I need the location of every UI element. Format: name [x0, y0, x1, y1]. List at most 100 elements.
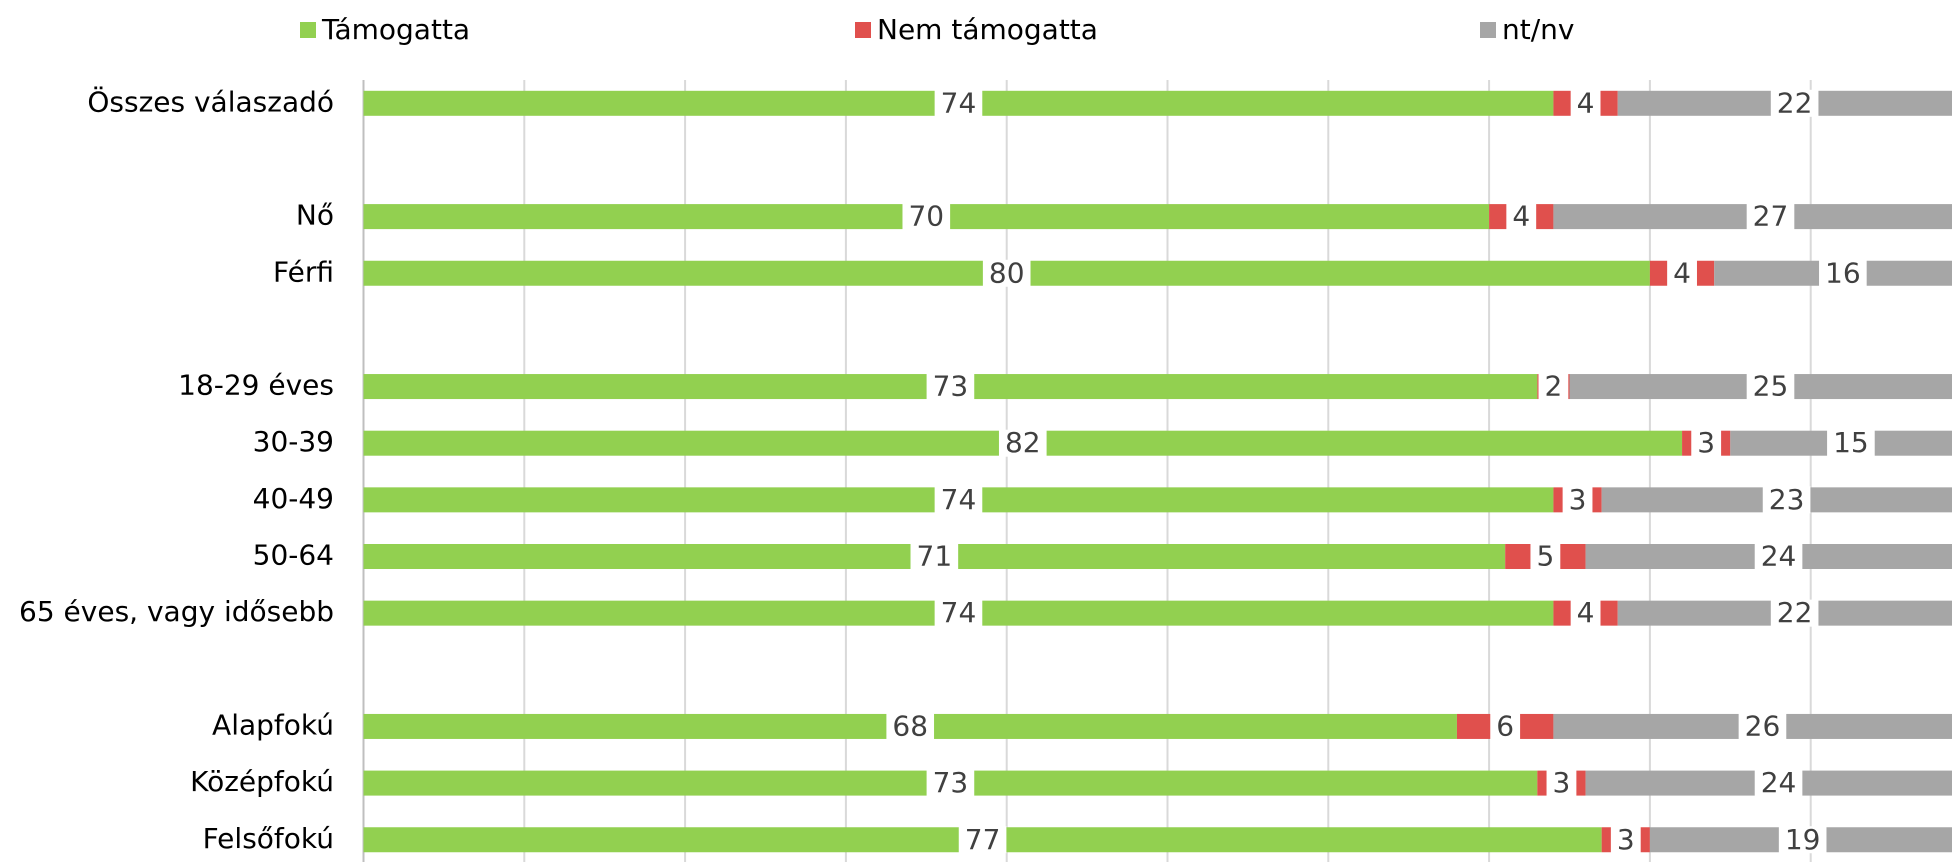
data-label-group: 82 — [998, 426, 1047, 459]
data-label-bg — [1754, 543, 1803, 570]
data-label-group: 16 — [1819, 256, 1867, 289]
category-label: 30-39 — [253, 425, 334, 458]
data-label: 3 — [1553, 766, 1571, 799]
data-label-bg — [934, 89, 983, 117]
data-label-bg — [902, 203, 951, 231]
data-label-bg — [1546, 769, 1577, 797]
data-label-group: 4 — [1570, 86, 1601, 119]
category-label: Középfokú — [190, 765, 334, 798]
category-label: Férfi — [273, 255, 334, 288]
data-label-bg — [1819, 259, 1867, 287]
data-label-group: 2 — [1538, 370, 1569, 403]
data-label: 16 — [1825, 256, 1861, 289]
data-label-bg — [934, 599, 983, 627]
data-label-group: 80 — [982, 256, 1031, 289]
category-label: 18-29 éves — [178, 369, 334, 402]
data-label: 80 — [989, 256, 1025, 289]
data-label: 74 — [941, 86, 977, 119]
data-label: 24 — [1761, 540, 1797, 573]
data-label-bg — [982, 259, 1031, 287]
data-label-bg — [926, 373, 975, 401]
category-label: Alapfokú — [212, 708, 334, 741]
data-label-group: 3 — [1610, 823, 1641, 856]
data-label-group: 15 — [1827, 426, 1875, 459]
data-label-group: 25 — [1746, 370, 1795, 403]
data-label-group: 6 — [1490, 709, 1521, 742]
data-label-bg — [886, 712, 935, 740]
data-label-group: 3 — [1562, 483, 1593, 516]
data-label-group: 74 — [934, 86, 983, 119]
data-label-bg — [1738, 712, 1787, 740]
category-label: Nő — [296, 199, 334, 232]
data-label-group: 70 — [902, 200, 951, 233]
data-label: 82 — [1005, 426, 1041, 459]
data-label-group: 4 — [1570, 596, 1601, 629]
data-label-bg — [1570, 89, 1601, 117]
data-label-bg — [1490, 712, 1521, 740]
data-label: 73 — [933, 370, 969, 403]
data-label: 15 — [1833, 426, 1869, 459]
data-label-group: 26 — [1738, 709, 1787, 742]
data-label-bg — [1667, 259, 1697, 287]
data-label: 74 — [941, 483, 977, 516]
data-label: 4 — [1577, 86, 1595, 119]
data-label-group: 4 — [1667, 256, 1697, 289]
category-label: 65 éves, vagy idősebb — [19, 595, 334, 628]
data-label-group: 71 — [910, 540, 959, 573]
data-label-bg — [998, 429, 1047, 457]
category-label: 40-49 — [253, 482, 334, 515]
data-label: 24 — [1761, 766, 1797, 799]
data-label-bg — [1827, 429, 1875, 457]
data-label-bg — [1778, 826, 1827, 854]
data-label: 77 — [965, 823, 1001, 856]
data-label: 22 — [1777, 86, 1813, 119]
data-label-group: 3 — [1546, 766, 1577, 799]
data-label: 26 — [1745, 709, 1781, 742]
legend-swatch — [300, 22, 316, 38]
data-label-bg — [1754, 769, 1803, 797]
data-label: 71 — [917, 540, 953, 573]
data-label: 3 — [1617, 823, 1635, 856]
data-label-group: 22 — [1770, 596, 1819, 629]
data-label-bg — [1762, 486, 1811, 514]
data-label-group: 23 — [1762, 483, 1811, 516]
data-label: 23 — [1769, 483, 1805, 516]
category-label: Összes válaszadó — [87, 84, 334, 118]
legend-swatch — [1480, 22, 1496, 38]
data-label: 4 — [1512, 200, 1530, 233]
category-label: Felsőfokú — [203, 822, 334, 855]
data-label: 2 — [1545, 370, 1563, 403]
data-label-group: 27 — [1746, 200, 1795, 233]
category-label: 50-64 — [253, 539, 334, 572]
data-label: 70 — [908, 200, 944, 233]
data-label: 5 — [1536, 540, 1554, 573]
data-label-bg — [1746, 203, 1795, 231]
data-label-bg — [1746, 373, 1795, 401]
data-label: 3 — [1697, 426, 1715, 459]
data-label-group: 73 — [926, 766, 975, 799]
data-label-group: 74 — [934, 596, 983, 629]
data-label: 25 — [1753, 370, 1789, 403]
data-label-group: 68 — [886, 709, 935, 742]
data-label: 19 — [1785, 823, 1821, 856]
data-label: 6 — [1496, 709, 1514, 742]
data-label-group: 22 — [1770, 86, 1819, 119]
data-label: 3 — [1569, 483, 1587, 516]
data-label-bg — [1691, 429, 1722, 457]
data-label-bg — [1506, 203, 1537, 231]
data-label-bg — [1530, 543, 1561, 570]
data-label: 27 — [1753, 200, 1789, 233]
data-label-bg — [1770, 599, 1819, 627]
data-label-group: 24 — [1754, 766, 1803, 799]
data-label-bg — [1562, 486, 1593, 514]
data-label-group: 24 — [1754, 540, 1803, 573]
data-label-group: 77 — [958, 823, 1007, 856]
data-label-bg — [1770, 89, 1819, 117]
data-label-bg — [1538, 373, 1569, 401]
data-label-group: 5 — [1530, 540, 1561, 573]
data-label-group: 3 — [1691, 426, 1722, 459]
data-label-bg — [926, 769, 975, 797]
data-label-bg — [958, 826, 1007, 854]
